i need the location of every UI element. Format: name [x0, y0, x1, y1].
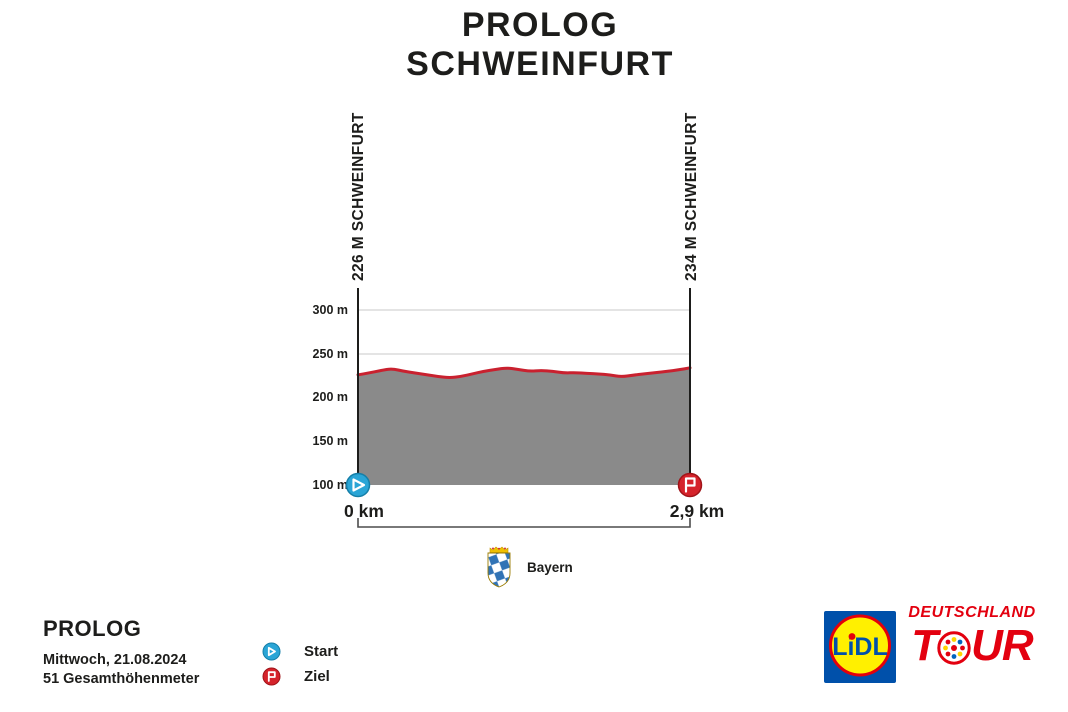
distance-bracket [357, 518, 691, 528]
legend-row-finish: Ziel [262, 664, 338, 689]
y-tick-150: 150 m [313, 434, 348, 448]
start-marker [345, 472, 371, 498]
tour-logo-ur: UR [971, 621, 1034, 670]
legend: Start Ziel [262, 639, 338, 689]
start-elevation-label: 226 M SCHWEINFURT [350, 112, 367, 281]
play-icon [352, 478, 366, 492]
legend-start-label: Start [304, 643, 339, 660]
legend-finish-label: Ziel [304, 668, 330, 685]
deutschland-tour-logo: DEUTSCHLAND T UR [896, 604, 1048, 669]
page-title: PROLOG SCHWEINFURT [12, 6, 1068, 84]
x-start-label: 0 km [344, 501, 384, 521]
bavaria-crest-icon [487, 546, 511, 588]
elevation-chart: 226 M SCHWEINFURT 234 M SCHWEINFURT 300 … [313, 112, 724, 528]
elevation-area [358, 367, 690, 485]
y-tick-300: 300 m [313, 303, 348, 317]
finish-flag-icon [684, 477, 696, 493]
finish-icon [262, 667, 281, 686]
tour-logo-line2: T UR [896, 623, 1048, 669]
stage-total-climb: 51 Gesamthöhenmeter [43, 671, 200, 687]
stage-location: SCHWEINFURT [406, 45, 674, 83]
x-end-label: 2,9 km [670, 501, 724, 521]
stage-name: PROLOG [43, 616, 142, 641]
region-label: Bayern [527, 559, 573, 575]
tour-wheel-icon [937, 630, 971, 665]
stage-date: Mittwoch, 21.08.2024 [43, 652, 187, 668]
tour-logo-t: T [911, 621, 938, 670]
tour-logo-line1: DEUTSCHLAND [908, 604, 1036, 621]
y-tick-250: 250 m [313, 347, 348, 361]
finish-marker [677, 472, 703, 498]
legend-row-start: Start [262, 639, 338, 664]
stage-info: PROLOG Mittwoch, 21.08.2024 51 Gesamthöh… [43, 616, 199, 689]
lidl-i-dot [848, 633, 856, 640]
stage-title: PROLOG [461, 6, 619, 44]
start-icon [262, 642, 281, 661]
finish-elevation-label: 234 M SCHWEINFURT [683, 112, 700, 281]
region-badge: Bayern [484, 545, 573, 589]
y-tick-200: 200 m [313, 390, 348, 404]
y-tick-100: 100 m [313, 478, 348, 492]
elevation-line [356, 366, 692, 379]
lidl-wordmark: LiDL [832, 633, 888, 661]
lidl-logo: LiDL [824, 611, 896, 683]
